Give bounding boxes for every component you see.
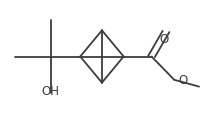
Text: OH: OH: [41, 85, 59, 98]
Text: O: O: [179, 73, 188, 86]
Text: O: O: [159, 33, 168, 46]
